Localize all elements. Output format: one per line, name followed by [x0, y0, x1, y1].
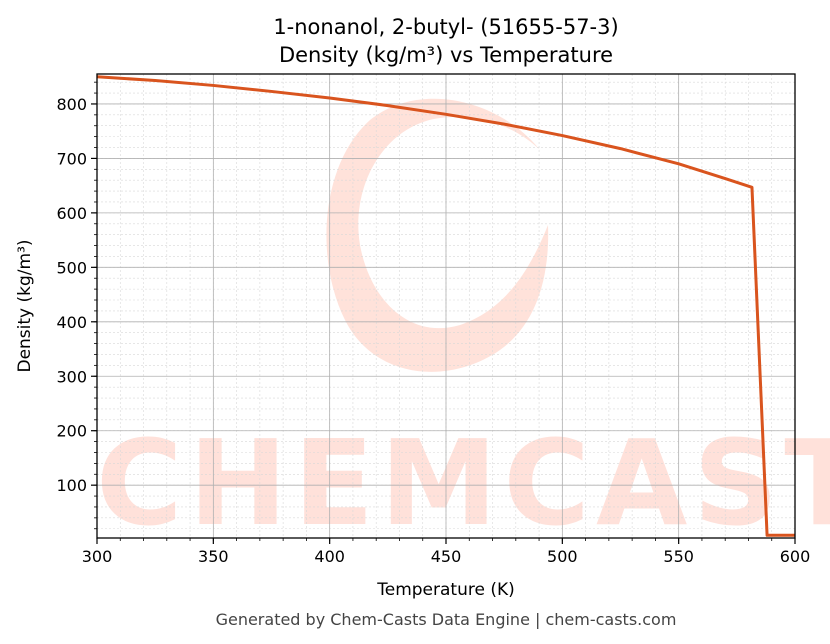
chart-subtitle: Density (kg/m³) vs Temperature	[279, 43, 613, 67]
y-tick-label: 300	[56, 367, 87, 386]
y-tick-label: 700	[56, 149, 87, 168]
x-axis-ticks: 300 350 400 450 500 550 600	[82, 538, 811, 566]
major-grid	[96, 74, 796, 538]
watermark-swirl	[326, 98, 549, 372]
y-axis-ticks: 100 200 300 400 500 600 700 800	[56, 81, 97, 530]
watermark-text: CHEMCASTS	[96, 414, 830, 552]
y-axis-label: Density (kg/m³)	[15, 239, 35, 372]
x-tick-label: 500	[547, 547, 578, 566]
footer-credit: Generated by Chem-Casts Data Engine | ch…	[216, 610, 677, 629]
y-tick-label: 800	[56, 95, 87, 114]
y-tick-label: 500	[56, 258, 87, 277]
x-tick-label: 400	[314, 547, 345, 566]
x-tick-label: 350	[198, 547, 229, 566]
x-tick-label: 450	[431, 547, 462, 566]
x-tick-label: 300	[82, 547, 113, 566]
x-tick-label: 550	[663, 547, 694, 566]
density-series-line	[96, 75, 795, 537]
y-tick-label: 600	[56, 204, 87, 223]
y-tick-label: 400	[56, 313, 87, 332]
y-tick-label: 200	[56, 422, 87, 441]
x-axis-label: Temperature (K)	[376, 580, 515, 600]
x-tick-label: 600	[780, 547, 811, 566]
y-tick-label: 100	[56, 476, 87, 495]
chart-title: 1-nonanol, 2-butyl- (51655-57-3)	[273, 15, 618, 39]
series-layer	[96, 75, 795, 537]
watermark-logo: CHEMCASTS	[96, 98, 830, 552]
